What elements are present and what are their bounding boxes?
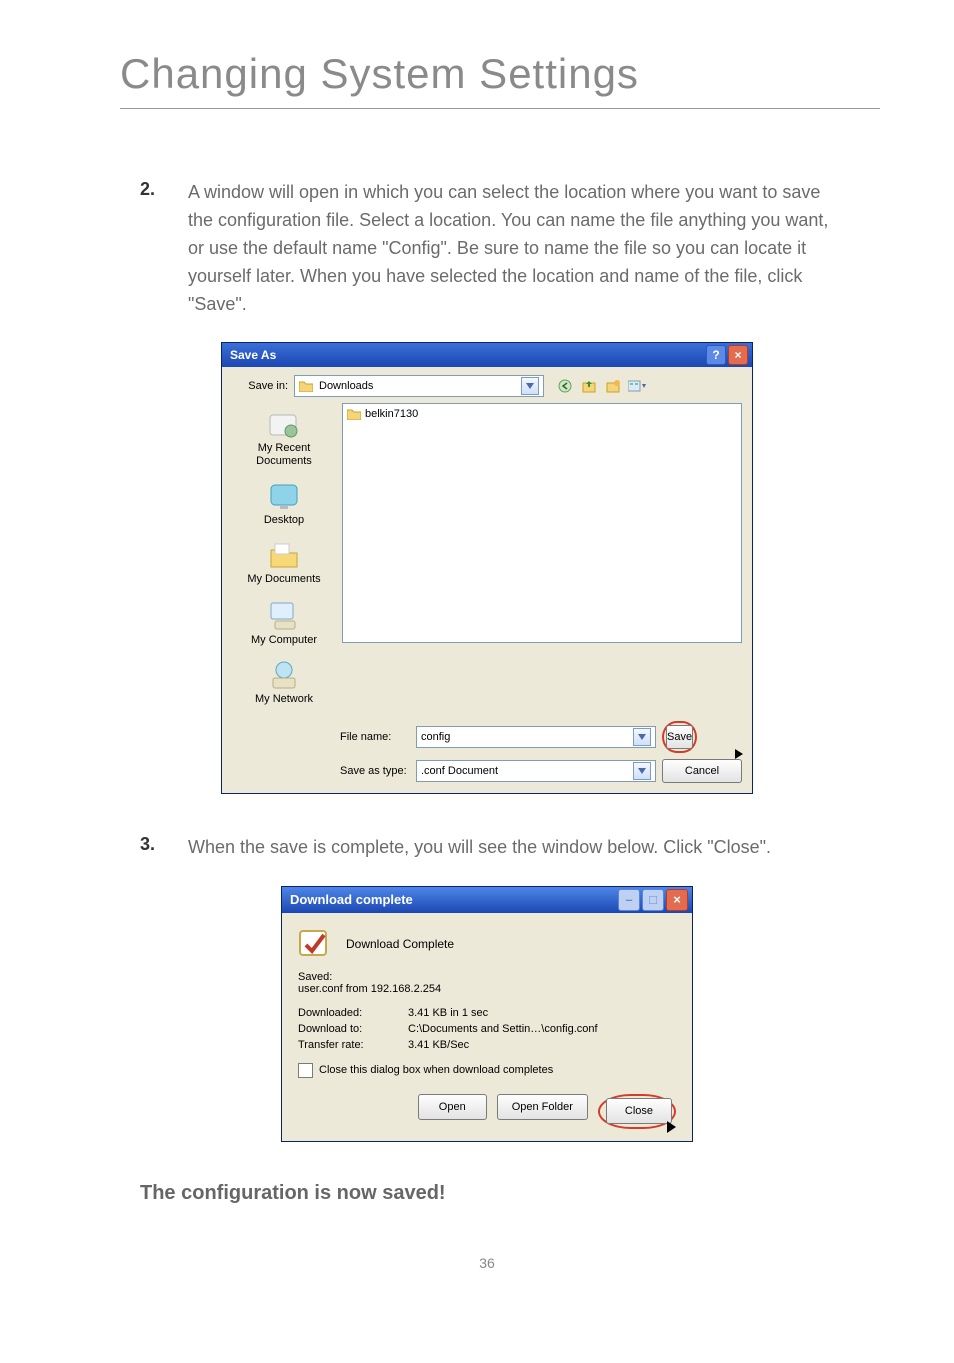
help-button[interactable]: ?: [706, 345, 726, 365]
step-3-body: When the save is complete, you will see …: [188, 834, 771, 862]
step-2: 2. A window will open in which you can s…: [140, 179, 834, 318]
cursor-icon: [667, 1121, 676, 1133]
downloaded-value: 3.41 KB in 1 sec: [408, 1007, 676, 1019]
saveas-title: Save As: [230, 348, 276, 362]
open-button[interactable]: Open: [418, 1094, 487, 1120]
savetype-value: .conf Document: [421, 765, 498, 777]
list-item[interactable]: belkin7130: [347, 408, 737, 420]
filename-input[interactable]: config: [416, 726, 656, 748]
close-x-button[interactable]: ×: [666, 889, 688, 911]
back-icon[interactable]: [556, 377, 574, 395]
place-recent[interactable]: My Recent Documents: [236, 409, 332, 466]
chevron-down-icon: [633, 728, 651, 746]
list-item-label: belkin7130: [365, 408, 418, 420]
cursor-icon: [735, 749, 743, 759]
filename-value: config: [421, 731, 450, 743]
step-3: 3. When the save is complete, you will s…: [140, 834, 834, 862]
saveas-dialog: Save As ? × Save in: Downloads: [221, 342, 753, 794]
place-network[interactable]: My Network: [236, 660, 332, 705]
chevron-down-icon: [521, 377, 539, 395]
savein-value: Downloads: [319, 380, 373, 392]
saved-value: user.conf from 192.168.2.254: [298, 983, 676, 995]
downloadto-label: Download to:: [298, 1023, 408, 1035]
rate-value: 3.41 KB/Sec: [408, 1039, 676, 1051]
place-mycomputer-label: My Computer: [251, 634, 317, 646]
download-complete-dialog: Download complete – □ × Download Complet…: [281, 886, 693, 1142]
highlight-ring: Save: [662, 721, 697, 753]
savein-select[interactable]: Downloads: [294, 375, 544, 397]
up-icon[interactable]: [580, 377, 598, 395]
open-folder-button[interactable]: Open Folder: [497, 1094, 588, 1120]
folder-icon: [347, 408, 361, 420]
place-recent-label: My Recent Documents: [236, 442, 332, 466]
saveas-titlebar: Save As ? ×: [222, 343, 752, 367]
savetype-label: Save as type:: [340, 765, 410, 777]
dlc-heading: Download Complete: [346, 937, 454, 951]
places-bar: My Recent Documents Desktop My Documents: [232, 403, 336, 711]
views-menu-icon[interactable]: [628, 377, 646, 395]
toolbar-icons: [556, 377, 646, 395]
savetype-select[interactable]: .conf Document: [416, 760, 656, 782]
dlc-titlebar: Download complete – □ ×: [282, 887, 692, 913]
page-title: Changing System Settings: [120, 50, 954, 98]
step-3-num: 3.: [140, 834, 188, 855]
downloadto-value: C:\Documents and Settin…\config.conf: [408, 1023, 676, 1035]
cancel-button[interactable]: Cancel: [662, 759, 742, 783]
rate-label: Transfer rate:: [298, 1039, 408, 1051]
saved-label: Saved:: [298, 971, 676, 983]
savein-label: Save in:: [232, 380, 288, 392]
page-number: 36: [140, 1255, 834, 1271]
close-button[interactable]: Close: [606, 1098, 672, 1124]
download-complete-icon: [298, 927, 332, 961]
downloaded-label: Downloaded:: [298, 1007, 408, 1019]
chevron-down-icon: [633, 762, 651, 780]
dlc-title: Download complete: [290, 892, 413, 907]
auto-close-label: Close this dialog box when download comp…: [319, 1064, 553, 1076]
place-mydocs[interactable]: My Documents: [236, 540, 332, 585]
place-desktop-label: Desktop: [264, 514, 304, 526]
place-desktop[interactable]: Desktop: [236, 481, 332, 526]
place-mycomputer[interactable]: My Computer: [236, 599, 332, 646]
place-network-label: My Network: [255, 693, 313, 705]
folder-open-icon: [299, 380, 313, 392]
filename-label: File name:: [340, 731, 410, 743]
step-2-body: A window will open in which you can sele…: [188, 179, 834, 318]
saved-confirmation: The configuration is now saved!: [140, 1182, 834, 1205]
maximize-button: □: [642, 889, 664, 911]
save-button[interactable]: Save: [666, 725, 693, 749]
auto-close-checkbox[interactable]: [298, 1063, 313, 1078]
minimize-button[interactable]: –: [618, 889, 640, 911]
highlight-ring: Close: [598, 1094, 676, 1129]
new-folder-icon[interactable]: [604, 377, 622, 395]
place-mydocs-label: My Documents: [247, 573, 320, 585]
file-list[interactable]: belkin7130: [342, 403, 742, 643]
close-button[interactable]: ×: [728, 345, 748, 365]
step-2-num: 2.: [140, 179, 188, 200]
